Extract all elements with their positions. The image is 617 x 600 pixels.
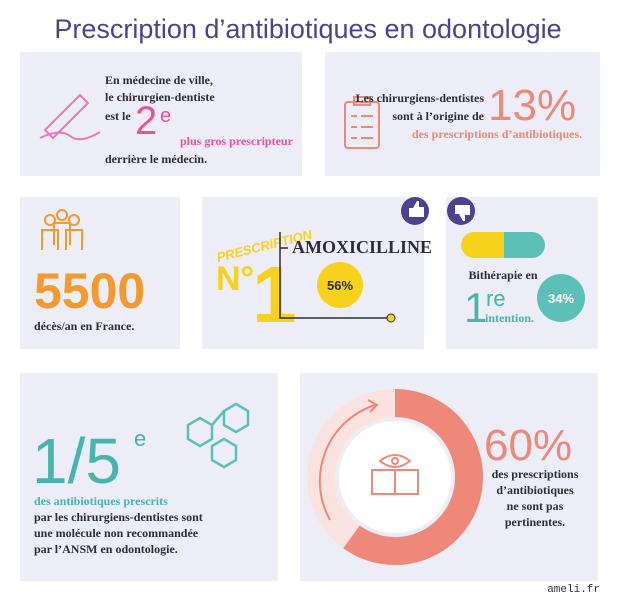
text: d’antibiotiques xyxy=(496,483,574,497)
text: une molécule non recommandée xyxy=(34,526,199,540)
prefix: N° xyxy=(216,260,254,298)
molecule: AMOXICILLINE xyxy=(292,237,432,257)
thumb-up-icon xyxy=(409,201,424,217)
donut-arc xyxy=(343,389,483,565)
rank: 1 xyxy=(464,284,487,331)
figure: 5500 xyxy=(34,263,145,319)
caption: décès/an en France. xyxy=(34,319,134,333)
text: des prescriptions xyxy=(492,467,579,481)
percent: 56% xyxy=(327,278,353,293)
emphasis: plus gros prescripteur xyxy=(180,134,294,148)
clipboard-icon xyxy=(344,96,380,149)
text: pertinentes. xyxy=(505,515,565,529)
text: Les chirurgiens-dentistes xyxy=(356,91,485,105)
text: par les chirurgiens-dentistes sont xyxy=(34,510,203,524)
rank-suffix: e xyxy=(160,105,171,127)
people-icon xyxy=(41,209,83,250)
text: derrière le médecin. xyxy=(105,152,207,166)
source: ameli.fr xyxy=(547,584,600,596)
percent-circle xyxy=(317,262,363,308)
rank-suffix: re xyxy=(486,286,506,311)
title: Prescription d’antibiotiques en odontolo… xyxy=(54,14,561,44)
text: par l’ANSM en odontologie. xyxy=(34,542,178,556)
text: est le xyxy=(105,109,131,123)
figure: 13% xyxy=(488,81,576,130)
fraction-suffix: e xyxy=(134,426,146,451)
text: Bithérapie en xyxy=(469,268,538,282)
percent: 34% xyxy=(548,291,574,306)
text: ne sont pas xyxy=(507,499,564,513)
text: En médecine de ville, xyxy=(105,73,213,87)
fraction: 1/5 xyxy=(32,425,121,497)
dot xyxy=(386,313,396,323)
molecule-icon xyxy=(186,402,250,469)
book-eye-icon xyxy=(371,454,419,495)
percent-circle xyxy=(537,274,585,322)
connector xyxy=(279,232,390,319)
emphasis: des antibiotiques prescrits xyxy=(34,494,168,508)
donut xyxy=(343,389,483,565)
emphasis: intention. xyxy=(485,311,534,325)
arrow-arc xyxy=(318,404,376,521)
figure: 60% xyxy=(484,421,572,470)
rank: 2 xyxy=(135,99,157,143)
text: sont à l’origine de xyxy=(392,109,484,123)
thumb-down-icon xyxy=(455,205,470,221)
pill-left xyxy=(461,232,504,258)
arrow-head xyxy=(367,399,379,413)
pill-right xyxy=(504,232,545,258)
rank: 1 xyxy=(252,250,297,339)
emphasis: des prescriptions d’antibiotiques. xyxy=(412,127,582,141)
pen-icon xyxy=(39,93,101,141)
text: le chirurgien-dentiste xyxy=(105,90,215,104)
